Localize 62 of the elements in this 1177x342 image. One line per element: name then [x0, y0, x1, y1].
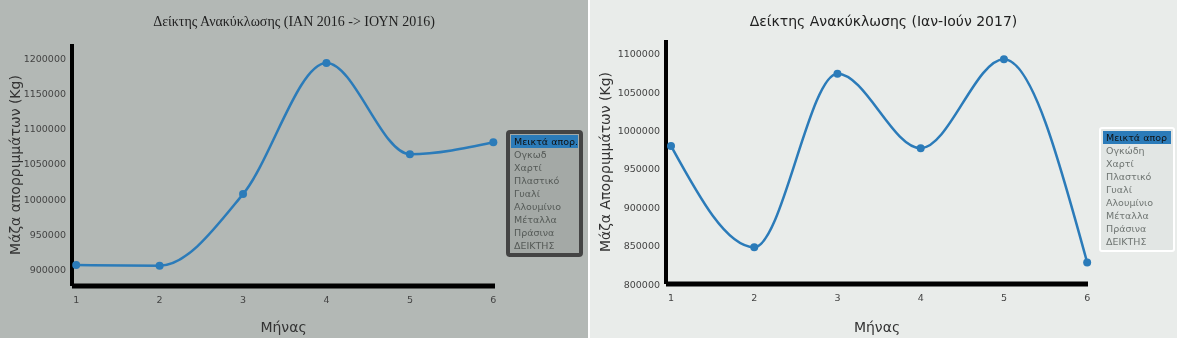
series-label: Μεικτά απορ. [514, 136, 578, 147]
y-axis-title: Μάζα απορριμμάτων (Kg) [7, 75, 23, 255]
text: Πλαστικό [514, 175, 560, 186]
y-tick-label: 950000 [29, 228, 66, 240]
text: Πλαστικό [1106, 171, 1152, 182]
y-tick-label: 900000 [623, 201, 660, 213]
chart-title: Δείκτης Ανακύκλωσης (ΙΑΝ 2016 -> ΙΟΥΝ 2016) [153, 14, 436, 30]
x-axis-title: Μήνας [260, 319, 307, 335]
point [833, 69, 842, 78]
point [666, 141, 675, 150]
chart-title: Δείκτης Ανακύκλωσης (Ιαν-Ιούν 2017) [749, 13, 1018, 29]
x-tick-label: 1 [73, 294, 80, 305]
y-tick-label: 1100000 [23, 123, 66, 135]
y-tick-label: 1000000 [23, 193, 66, 205]
text: Χαρτί [514, 162, 543, 173]
y-tick-label: 1200000 [23, 53, 66, 65]
y-tick-label: 950000 [623, 163, 660, 175]
point [916, 144, 925, 153]
text: Μέταλλα [1106, 210, 1149, 221]
x-tick-label: 5 [406, 294, 413, 305]
y-tick-label: 1100000 [617, 48, 660, 60]
point [489, 138, 498, 147]
text: Αλουμίνιο [514, 201, 562, 212]
text: Χαρτί [1106, 158, 1135, 169]
text: Γυαλί [1106, 184, 1133, 195]
y-tick-label: 900000 [29, 263, 66, 275]
text: Γυαλί [514, 188, 541, 199]
point [239, 190, 248, 199]
text: Αλουμίνιο [1106, 197, 1154, 208]
point [155, 261, 164, 270]
point [1083, 258, 1092, 267]
point [750, 243, 759, 252]
x-tick-label: 2 [751, 292, 758, 303]
y-tick-label: 1050000 [23, 158, 66, 170]
text: Μέταλλα [514, 214, 557, 225]
x-tick-label: 5 [1000, 292, 1007, 303]
text: ΔΕΙΚΤΗΣ [1106, 236, 1147, 247]
y-axis-title: Μάζα Απορριμμάτων (Kg) [597, 71, 613, 253]
point [322, 58, 331, 67]
y-tick-label: 1000000 [617, 125, 660, 137]
x-tick-label: 4 [323, 294, 330, 305]
x-tick-label: 6 [490, 294, 497, 305]
x-tick-label: 3 [834, 292, 841, 303]
point [72, 260, 81, 269]
x-tick-label: 1 [667, 292, 675, 303]
y-tick-label: 1050000 [617, 86, 660, 98]
x-tick-label: 4 [917, 292, 924, 303]
y-tick-label: 800000 [623, 278, 660, 290]
x-tick-label: 2 [156, 294, 163, 305]
text: ΔΕΙΚΤΗΣ [514, 240, 555, 251]
x-tick-label: 3 [240, 294, 247, 305]
x-tick-label: 6 [1084, 292, 1091, 303]
text: Πράσινα [514, 227, 555, 238]
text: Πράσινα [1106, 223, 1147, 234]
point [999, 55, 1008, 64]
text: Ογκώδη [1106, 145, 1145, 156]
y-tick-label: 850000 [623, 240, 660, 252]
text: Μεικτά απορ [1106, 132, 1167, 143]
y-tick-label: 1150000 [23, 88, 66, 100]
point [405, 150, 414, 159]
x-axis-title: Μήνας [853, 319, 901, 335]
text: Ογκωδ [514, 149, 547, 160]
